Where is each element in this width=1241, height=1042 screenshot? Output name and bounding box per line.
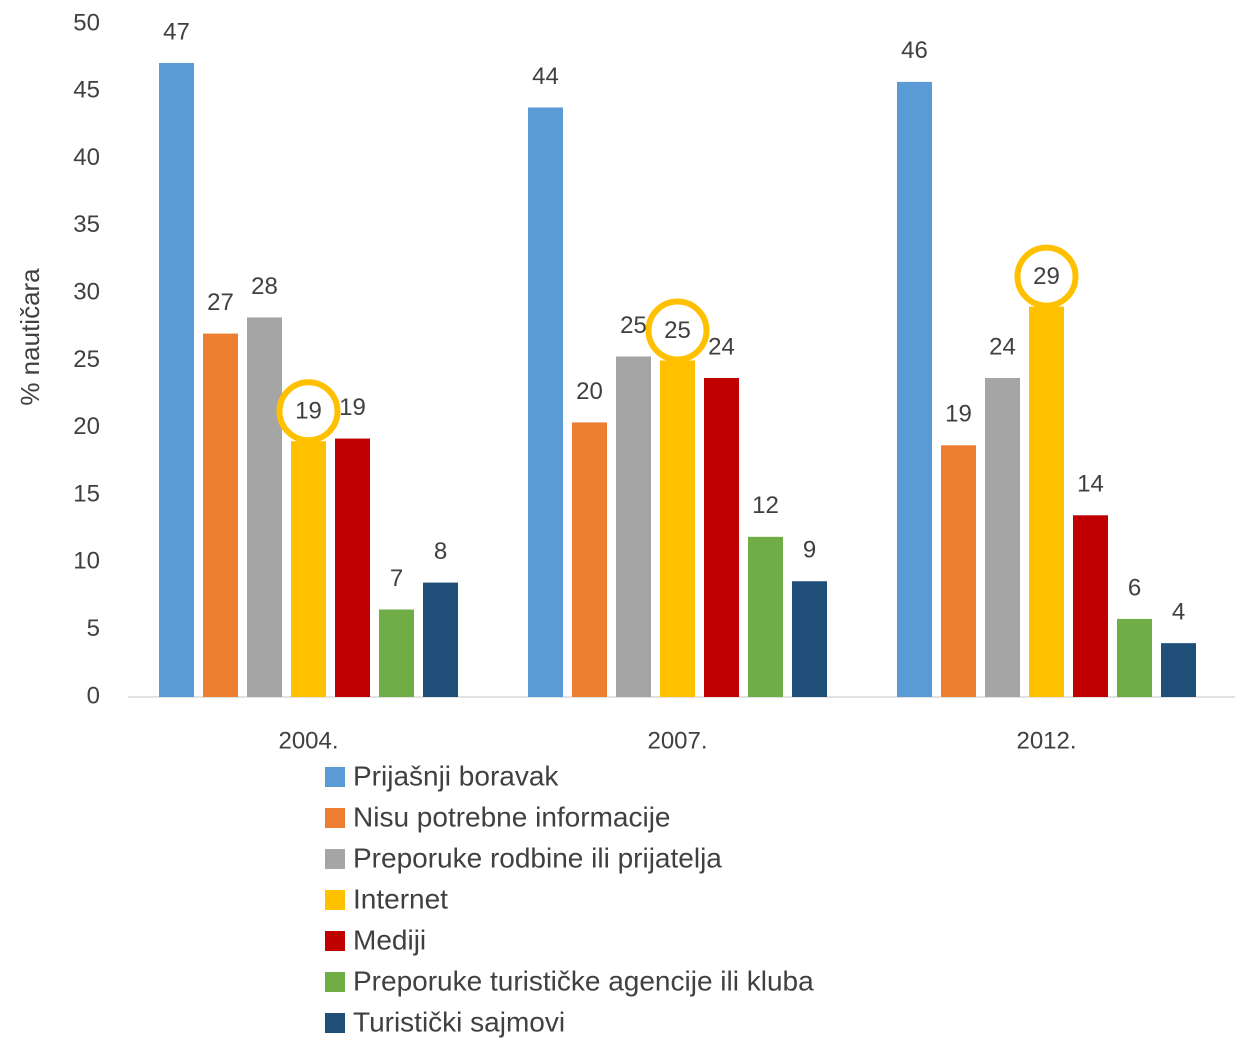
legend-label: Turistički sajmovi bbox=[353, 1006, 565, 1037]
bar bbox=[985, 377, 1020, 697]
value-label: 6 bbox=[1128, 574, 1141, 601]
bar bbox=[897, 81, 932, 698]
highlight-circle bbox=[645, 298, 710, 363]
legend-label: Internet bbox=[353, 883, 448, 914]
value-label: 19 bbox=[945, 401, 972, 428]
y-axis-label: % nautičara bbox=[15, 268, 45, 406]
bar bbox=[941, 445, 976, 697]
bar bbox=[572, 422, 607, 697]
bar bbox=[1029, 306, 1064, 697]
value-label: 7 bbox=[390, 565, 403, 592]
value-label: 46 bbox=[901, 37, 928, 64]
value-label: 19 bbox=[295, 398, 322, 425]
value-label: 27 bbox=[207, 289, 234, 316]
value-label: 24 bbox=[708, 333, 735, 360]
bar bbox=[247, 317, 282, 697]
value-label: 12 bbox=[752, 492, 779, 519]
bar bbox=[528, 107, 563, 697]
y-tick-label: 25 bbox=[73, 346, 100, 373]
legend-label: Nisu potrebne informacije bbox=[353, 801, 671, 832]
legend-swatch bbox=[325, 808, 345, 828]
y-tick-label: 5 bbox=[87, 615, 100, 642]
bar bbox=[1117, 618, 1152, 697]
bar bbox=[379, 609, 414, 697]
bar bbox=[335, 438, 370, 697]
bar bbox=[423, 582, 458, 697]
value-label: 29 bbox=[1033, 263, 1060, 290]
value-label: 19 bbox=[339, 394, 366, 421]
highlight-circle bbox=[276, 379, 341, 444]
highlight-circle bbox=[1014, 244, 1079, 309]
y-tick-label: 50 bbox=[73, 9, 100, 36]
bar bbox=[792, 581, 827, 697]
bar bbox=[203, 333, 238, 697]
value-label: 25 bbox=[664, 317, 691, 344]
value-label: 8 bbox=[434, 538, 447, 565]
bar bbox=[616, 356, 651, 697]
bar bbox=[660, 360, 695, 697]
bar bbox=[159, 63, 194, 698]
x-tick-label: 2012. bbox=[1016, 727, 1076, 754]
y-tick-label: 40 bbox=[73, 144, 100, 171]
value-label: 28 bbox=[251, 273, 278, 300]
value-label: 25 bbox=[620, 312, 647, 339]
y-tick-label: 30 bbox=[73, 279, 100, 306]
bar bbox=[704, 377, 739, 697]
legend-swatch bbox=[325, 1013, 345, 1033]
legend-label: Preporuke rodbine ili prijatelja bbox=[353, 842, 722, 873]
value-label: 4 bbox=[1172, 599, 1185, 626]
legend-label: Preporuke turističke agencije ili kluba bbox=[353, 965, 814, 996]
bar bbox=[291, 441, 326, 697]
x-tick-label: 2004. bbox=[278, 727, 338, 754]
legend-swatch bbox=[325, 972, 345, 992]
y-tick-label: 45 bbox=[73, 77, 100, 104]
y-tick-label: 10 bbox=[73, 548, 100, 575]
y-tick-label: 0 bbox=[87, 682, 100, 709]
y-tick-label: 20 bbox=[73, 413, 100, 440]
x-tick-label: 2007. bbox=[647, 727, 707, 754]
value-label: 9 bbox=[803, 537, 816, 564]
value-label: 44 bbox=[532, 63, 559, 90]
legend-swatch bbox=[325, 890, 345, 910]
legend-swatch bbox=[325, 767, 345, 787]
bar bbox=[748, 536, 783, 697]
bar bbox=[1161, 643, 1196, 697]
value-label: 24 bbox=[989, 333, 1016, 360]
legend-swatch bbox=[325, 931, 345, 951]
bar bbox=[1073, 515, 1108, 697]
value-label: 47 bbox=[163, 18, 190, 45]
legend-label: Mediji bbox=[353, 924, 426, 955]
legend-label: Prijašnji boravak bbox=[353, 760, 559, 791]
value-label: 14 bbox=[1077, 471, 1104, 498]
legend-swatch bbox=[325, 849, 345, 869]
y-tick-label: 35 bbox=[73, 211, 100, 238]
value-label: 20 bbox=[576, 378, 603, 405]
y-tick-label: 15 bbox=[73, 480, 100, 507]
